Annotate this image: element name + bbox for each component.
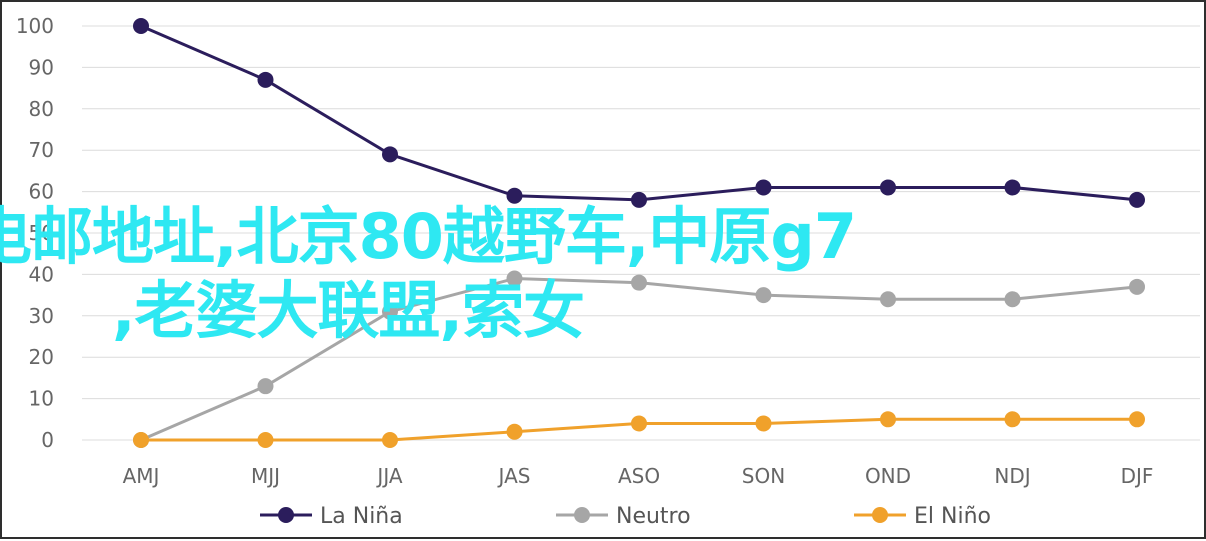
data-point-la-ni-a: [631, 191, 647, 208]
y-tick-label: 40: [29, 262, 54, 286]
x-tick-label: ASO: [618, 464, 660, 488]
data-point-la-ni-a: [1129, 191, 1145, 208]
legend-swatch-marker-neutro: [574, 507, 590, 523]
data-point-el-ni-o: [506, 423, 523, 440]
data-point-neutro: [506, 270, 523, 287]
y-tick-label: 100: [16, 14, 54, 38]
grid: [82, 25, 1200, 441]
x-tick-label: MJJ: [251, 464, 280, 488]
data-point-neutro: [1004, 291, 1021, 308]
legend-label-neutro: Neutro: [616, 504, 691, 529]
data-point-el-ni-o: [631, 415, 647, 432]
data-point-la-ni-a: [755, 179, 772, 196]
data-point-neutro: [257, 378, 274, 395]
data-point-neutro: [631, 274, 647, 291]
y-tick-label: 0: [41, 428, 54, 452]
legend-swatch-marker-el-ni-o: [872, 507, 888, 523]
data-point-la-ni-a: [133, 18, 149, 34]
y-tick-label: 50: [29, 221, 54, 245]
x-tick-label: NDJ: [994, 464, 1030, 488]
x-tick-label: AMJ: [123, 464, 160, 488]
data-point-la-ni-a: [880, 179, 896, 196]
y-tick-label: 60: [29, 180, 54, 204]
y-axis-ticks: 0 10 20 30 40 50 60 70 80 90 100: [16, 14, 54, 452]
y-tick-label: 80: [29, 97, 54, 121]
data-point-el-ni-o: [755, 415, 772, 432]
data-point-el-ni-o: [257, 432, 274, 448]
x-tick-label: JAS: [497, 464, 531, 488]
legend: La Niña Neutro El Niño: [260, 504, 991, 529]
data-point-la-ni-a: [506, 187, 523, 204]
y-tick-label: 90: [29, 55, 54, 79]
data-point-el-ni-o: [1129, 411, 1145, 428]
y-tick-label: 30: [29, 304, 54, 328]
x-axis-ticks: AMJ MJJ JJA JAS ASO SON OND NDJ DJF: [123, 464, 1154, 488]
data-point-neutro: [1129, 278, 1145, 295]
data-point-la-ni-a: [1004, 179, 1021, 196]
x-tick-label: OND: [865, 464, 911, 488]
y-tick-label: 70: [29, 138, 54, 162]
data-point-el-ni-o: [880, 411, 896, 428]
data-point-el-ni-o: [382, 432, 398, 448]
series-line-la-ni-a: [140, 24, 1138, 202]
y-tick-label: 20: [29, 345, 54, 369]
x-tick-label: DJF: [1121, 464, 1154, 488]
legend-label-el-ni-o: El Niño: [914, 504, 991, 529]
data-point-neutro: [755, 287, 772, 304]
x-tick-label: JJA: [375, 464, 402, 488]
data-point-la-ni-a: [382, 146, 398, 163]
legend-swatch-marker-la-ni-a: [278, 507, 294, 523]
data-point-la-ni-a: [257, 71, 274, 88]
data-point-el-ni-o: [133, 432, 149, 448]
data-point-neutro: [382, 303, 398, 320]
x-tick-label: SON: [742, 464, 785, 488]
y-tick-label: 10: [29, 387, 54, 411]
legend-label-la-ni-a: La Niña: [320, 504, 403, 529]
data-point-neutro: [880, 291, 896, 308]
data-point-el-ni-o: [1004, 411, 1021, 428]
series-layer: [133, 18, 1145, 448]
